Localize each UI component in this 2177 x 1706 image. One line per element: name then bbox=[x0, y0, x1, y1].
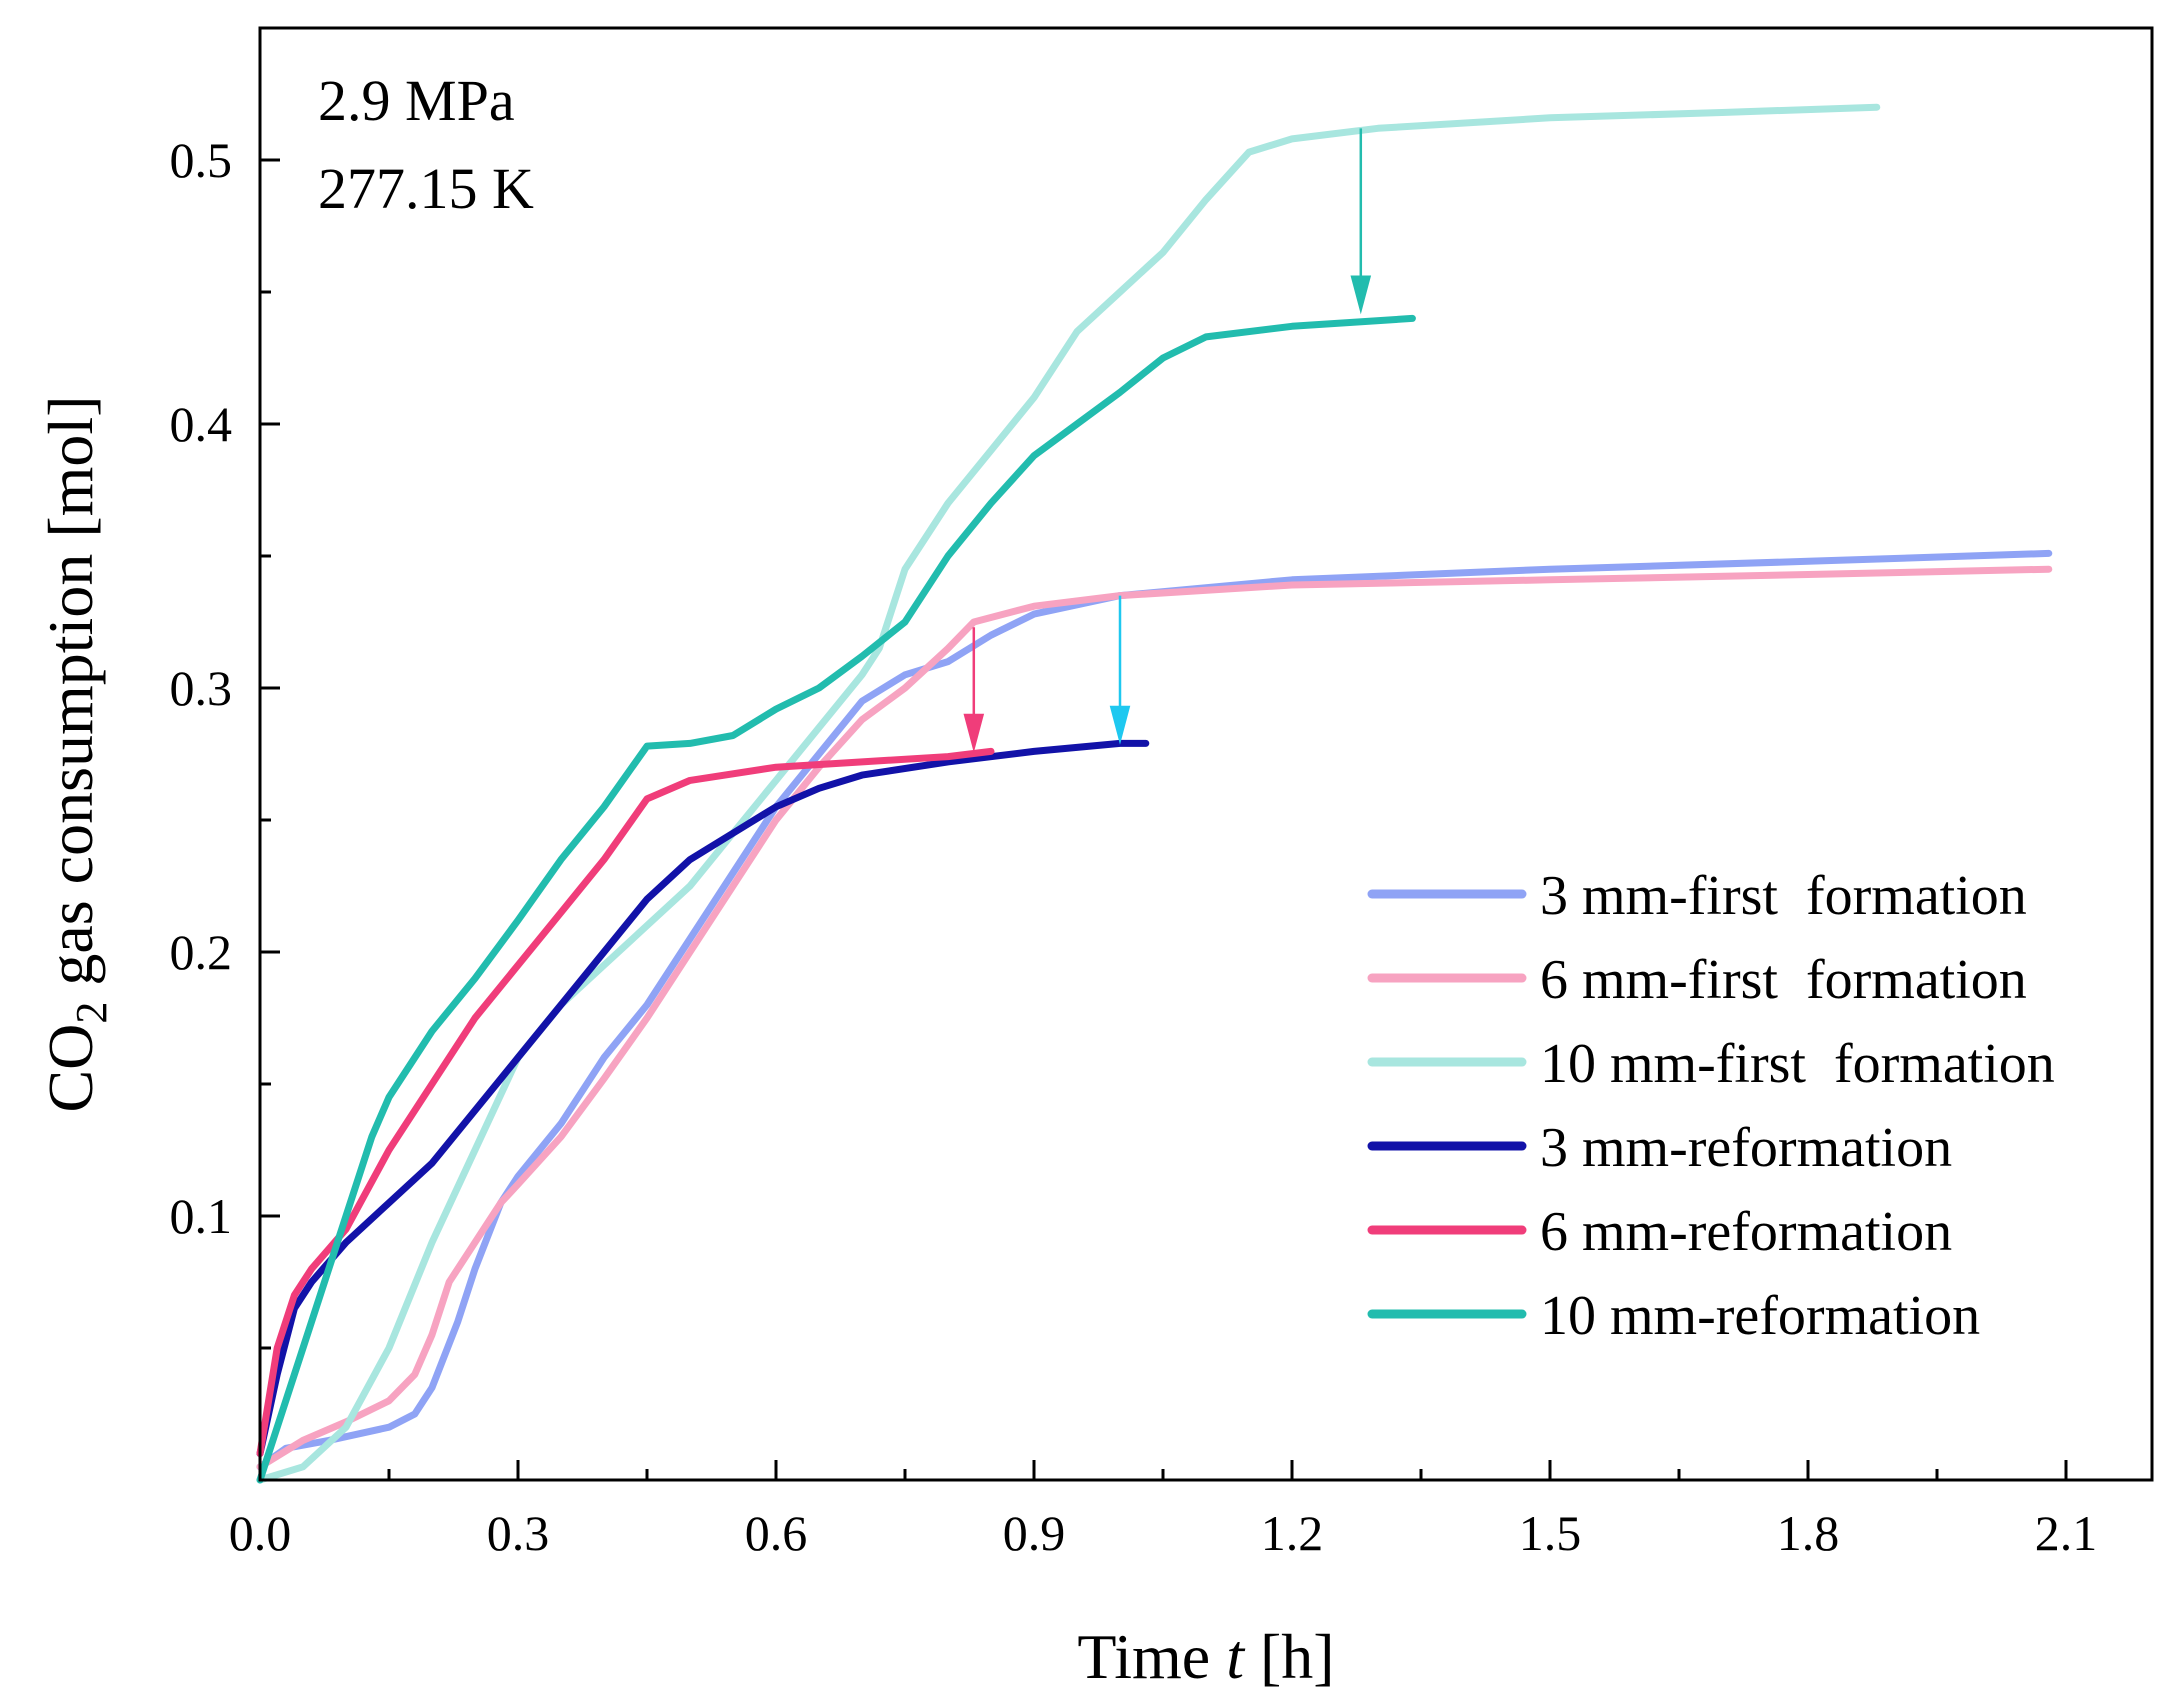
x-tick-label: 0.0 bbox=[229, 1505, 292, 1561]
x-tick-label: 1.8 bbox=[1777, 1505, 1840, 1561]
series-line-4 bbox=[256, 739, 1150, 1458]
y-tick-label: 0.3 bbox=[170, 660, 233, 716]
y-tick-label: 0.2 bbox=[170, 924, 233, 980]
x-tick-label: 1.2 bbox=[1261, 1505, 1324, 1561]
y-tick-label: 0.5 bbox=[170, 132, 233, 188]
y-axis-title: CO2 gas consumption [mol] bbox=[35, 395, 116, 1112]
legend-label-5: 6 mm-reformation bbox=[1540, 1201, 1952, 1263]
annotation-pressure: 2.9 MPa bbox=[318, 68, 515, 133]
y-tick-label: 0.4 bbox=[170, 396, 233, 452]
x-tick-label: 0.6 bbox=[745, 1505, 808, 1561]
series-line-6 bbox=[256, 314, 1416, 1484]
x-tick-label: 1.5 bbox=[1519, 1505, 1582, 1561]
tick-layer: 0.0 0.3 0.6 0.9 1.2 1.5 1.8 2.1 0.1 0.2 0.3 0.4 0.5 bbox=[170, 132, 2098, 1561]
legend-label-6: 10 mm-reformation bbox=[1540, 1285, 1980, 1347]
arrow-head-3 bbox=[1109, 705, 1131, 745]
arrow-head-1 bbox=[1350, 275, 1372, 315]
legend-label-3: 10 mm-first formation bbox=[1540, 1033, 2055, 1095]
plot-frame bbox=[258, 26, 2154, 1482]
legend-label-2: 6 mm-first formation bbox=[1540, 949, 2027, 1011]
x-tick-label: 0.9 bbox=[1003, 1505, 1066, 1561]
arrow-head-2 bbox=[963, 713, 985, 753]
arrow-layer bbox=[963, 128, 1372, 753]
series-line-3 bbox=[256, 103, 1881, 1484]
x-axis-title: Time t [h] bbox=[1077, 1621, 1334, 1692]
legend-label-1: 3 mm-first formation bbox=[1540, 865, 2027, 927]
legend-label-4: 3 mm-reformation bbox=[1540, 1117, 1952, 1179]
series-line-2 bbox=[256, 565, 2053, 1471]
annotation-temperature: 277.15 K bbox=[318, 156, 534, 221]
x-tick-label: 2.1 bbox=[2035, 1505, 2098, 1561]
series-layer bbox=[256, 103, 2053, 1484]
x-tick-label: 0.3 bbox=[487, 1505, 550, 1561]
series-line-5 bbox=[256, 747, 995, 1458]
y-tick-label: 0.1 bbox=[170, 1188, 233, 1244]
legend: 3 mm-first formation 6 mm-first formation… bbox=[1367, 865, 2055, 1347]
